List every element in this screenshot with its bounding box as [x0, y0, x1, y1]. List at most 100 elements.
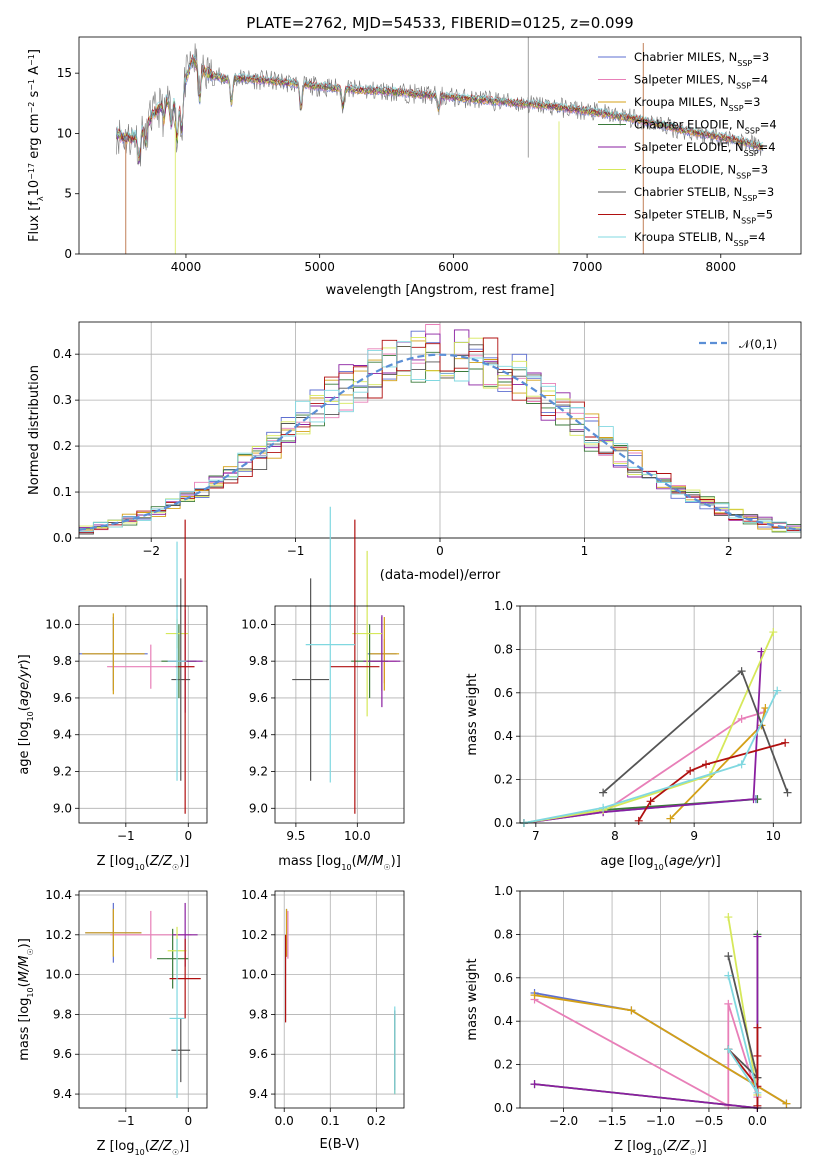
legend-label: Chabrier STELIB, NSSP=3: [634, 185, 774, 203]
axes-frame: [78, 321, 802, 539]
y-tick-label: 10.4: [241, 888, 268, 902]
x-tick-label: 0: [184, 829, 192, 843]
y-tick-label: 10.0: [45, 968, 72, 982]
plus-marker: [724, 913, 733, 922]
series-line: [523, 631, 775, 824]
axes-frame: [274, 890, 405, 1109]
y-tick-label: 0.2: [494, 773, 513, 787]
y-tick-label: 0.8: [494, 927, 513, 941]
plus-marker: [737, 714, 746, 723]
y-tick-label: 0.0: [53, 531, 72, 545]
y-tick-label: 9.4: [249, 1087, 268, 1101]
y-tick-label: 0.0: [494, 816, 513, 830]
spectrum-model-line: [116, 54, 764, 159]
y-tick-label: 5: [64, 187, 72, 201]
axes-frame: [78, 890, 208, 1109]
x-tick-label: 0.0: [275, 1114, 294, 1128]
series-line: [637, 741, 786, 822]
legend-label: Kroupa STELIB, NSSP=4: [634, 230, 765, 248]
legend-label: Salpeter STELIB, NSSP=5: [634, 208, 773, 226]
y-tick-label: 9.8: [249, 654, 268, 668]
y-tick-label: 0.4: [53, 347, 72, 361]
histogram-step: [79, 337, 801, 534]
y-tick-label: 9.8: [53, 654, 72, 668]
series-line: [534, 998, 759, 1108]
x-axis-label: Z [log10(Z/Z☉)]: [614, 1139, 707, 1157]
y-tick-label: 0.4: [494, 1014, 513, 1028]
x-tick-label: 2: [725, 544, 733, 558]
series-line: [523, 690, 779, 824]
x-tick-label: 0.2: [367, 1114, 386, 1128]
axes-frame: [519, 605, 802, 824]
x-tick-label: 10: [766, 829, 781, 843]
x-axis-label: (data-model)/error: [380, 568, 501, 583]
plus-marker: [627, 1006, 636, 1015]
plus-marker: [753, 1023, 762, 1032]
series-line: [534, 936, 759, 1110]
x-tick-label: 8000: [706, 260, 737, 274]
plus-marker: [724, 971, 733, 980]
x-tick-label: −1.5: [597, 1114, 626, 1128]
axes-mass-weight-vs-Z: −2.0 −1.5 −1.0 −0.5 0.0 0.0 0.2 0.4 0.6 0.8 1.0: [494, 884, 802, 1128]
legend-label: Salpeter ELODIE, NSSP=4: [634, 140, 776, 158]
y-axis-label: age [log10(age/yr)]: [17, 654, 35, 774]
x-tick-label: −1: [287, 544, 305, 558]
plus-marker: [634, 816, 643, 825]
y-tick-label: 0.3: [53, 393, 72, 407]
y-tick-label: 9.6: [53, 691, 72, 705]
y-tick-label: 10.0: [45, 617, 72, 631]
x-tick-label: −2.0: [549, 1114, 578, 1128]
plot-area: [292, 506, 401, 814]
axes-mass-vs-ebv: 0.0 0.1 0.2 9.4 9.6 9.8 10.0 10.2 10.4: [241, 888, 405, 1128]
axes-mass-weight-vs-age: 7 8 9 10 0.0 0.2 0.4 0.6 0.8 1.0: [494, 599, 802, 843]
y-tick-label: 9.6: [53, 1047, 72, 1061]
axes-spectrum: 4000 5000 6000 7000 8000 0 5 10 15 wavelength [An…: [27, 36, 802, 298]
legend-label: Kroupa MILES, NSSP=3: [634, 95, 760, 113]
y-tick-label: 9.2: [249, 765, 268, 779]
y-axis-label: mass [log10(M/M☉)]: [17, 938, 35, 1061]
legend-label: Chabrier ELODIE, NSSP=4: [634, 118, 777, 136]
y-tick-label: 1.0: [494, 884, 513, 898]
x-axis-label: Z [log10(Z/Z☉)]: [97, 1139, 190, 1157]
x-tick-label: 6000: [438, 260, 469, 274]
x-tick-label: 7: [532, 829, 540, 843]
y-tick-label: 9.2: [53, 765, 72, 779]
y-axis-label: mass weight: [465, 673, 480, 755]
axes-frame: [274, 605, 405, 824]
y-tick-label: 10.0: [241, 968, 268, 982]
plus-marker: [753, 1088, 762, 1097]
plus-marker: [782, 1099, 791, 1108]
plot-area: [78, 324, 802, 535]
x-tick-label: −0.5: [694, 1114, 723, 1128]
y-tick-label: 9.0: [249, 801, 268, 815]
axes-frame: [78, 605, 208, 824]
plot-area: [116, 37, 764, 254]
series-line: [727, 955, 759, 1081]
legend-label: Chabrier MILES, NSSP=3: [634, 50, 769, 68]
plus-marker: [783, 788, 792, 797]
plus-marker: [749, 795, 758, 804]
plus-marker: [773, 686, 782, 695]
x-tick-label: 10.0: [344, 829, 371, 843]
x-tick-label: 4000: [171, 260, 202, 274]
axes-frame: [78, 36, 802, 255]
y-tick-label: 1.0: [494, 599, 513, 613]
x-axis-label: Z [log10(Z/Z☉)]: [97, 854, 190, 872]
y-axis-label: mass weight: [465, 958, 480, 1040]
x-tick-label: −1: [117, 1114, 135, 1128]
y-axis-label: Flux [fλ10−17 erg cm−2 s−1 A−1]: [27, 49, 45, 242]
legend-label: Salpeter MILES, NSSP=4: [634, 73, 768, 91]
plot-area: [284, 908, 396, 1095]
plus-marker: [724, 999, 733, 1008]
plus-marker: [530, 991, 539, 1000]
plus-marker: [599, 788, 608, 797]
axes-residual-histogram: −2 −1 0 1 2 0.0 0.1 0.2 0.3 0.4 (data-model)/error…: [27, 321, 802, 583]
y-tick-label: 0: [64, 247, 72, 261]
y-axis-label: Normed distribution: [27, 365, 42, 495]
series-line: [523, 651, 763, 824]
axes-age-vs-mass: 9.5 10.0 9.0 9.2 9.4 9.6 9.8 10.0: [241, 506, 405, 843]
x-axis-label: wavelength [Angstrom, rest frame]: [326, 283, 555, 298]
axes-frame: [519, 890, 802, 1109]
